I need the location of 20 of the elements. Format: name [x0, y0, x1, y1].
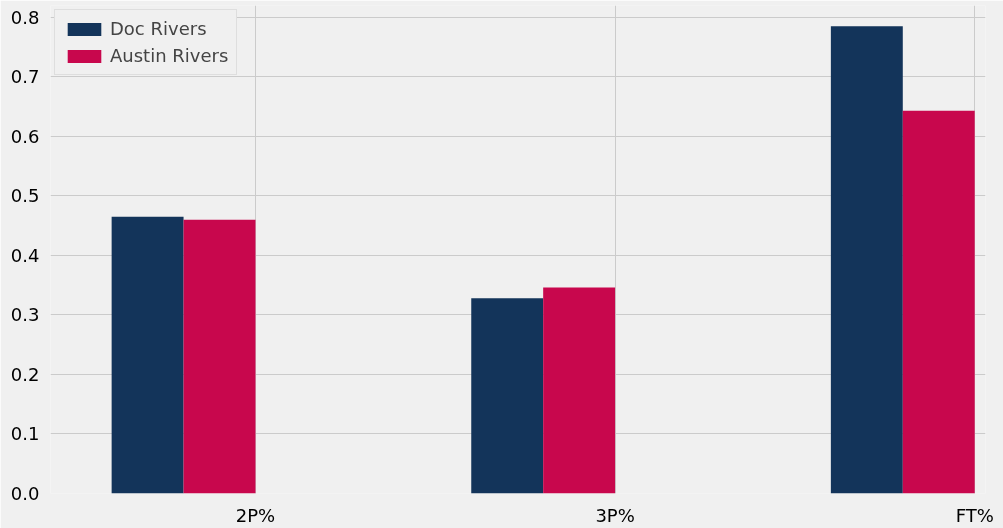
- y-tick-label: 0.2: [10, 363, 40, 385]
- y-tick-label: 0.1: [10, 423, 40, 445]
- y-tick-label: 0.8: [10, 6, 40, 28]
- bar: [830, 26, 903, 494]
- bar: [183, 219, 256, 494]
- bar: [471, 298, 544, 494]
- y-tick-label: 0.0: [10, 483, 40, 504]
- y-tick-label: 0.5: [10, 185, 40, 207]
- y-tick-label: 0.6: [10, 125, 40, 147]
- y-tick-label: 0.4: [10, 244, 40, 266]
- bar: [111, 216, 184, 494]
- y-tick-label: 0.3: [10, 304, 40, 326]
- y-tick-label: 0.7: [10, 66, 40, 88]
- x-tick-label: 3P%: [595, 504, 635, 526]
- x-tick-label: FT%: [955, 504, 994, 526]
- legend-label: Austin Rivers: [110, 45, 229, 66]
- legend-label: Doc Rivers: [110, 18, 207, 39]
- x-tick-label: 2P%: [235, 504, 276, 526]
- bar: [902, 110, 975, 494]
- bar: [543, 287, 616, 494]
